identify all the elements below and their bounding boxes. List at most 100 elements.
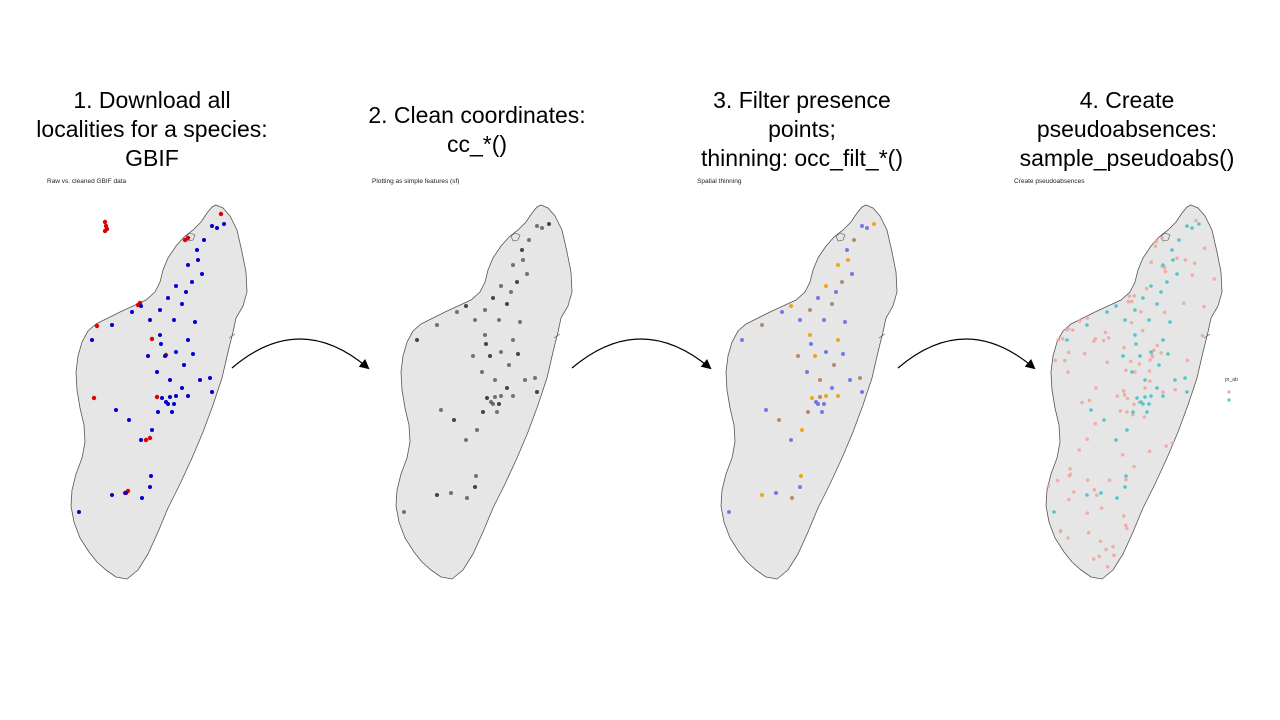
- occurrence-point: [439, 408, 443, 412]
- coast-mark: [228, 333, 236, 339]
- pseudoabsence-point: [1106, 335, 1111, 340]
- occurrence-point: [547, 222, 551, 226]
- thinned-point: [865, 226, 869, 230]
- thinned-point: [832, 363, 836, 367]
- presence-point: [1125, 428, 1129, 432]
- pseudoabsence-point: [1070, 328, 1075, 332]
- pseudoabsence-point: [1130, 299, 1134, 304]
- presence-point: [1183, 376, 1187, 380]
- thinned-point: [818, 378, 822, 382]
- occurrence-point: [533, 376, 537, 380]
- step-3-title: 3. Filter presence points; thinning: occ…: [652, 86, 952, 173]
- island-islet: [835, 232, 846, 242]
- pseudoabsence-point: [1151, 348, 1156, 353]
- pseudoabsence-point: [1085, 437, 1090, 442]
- clean-point: [140, 496, 144, 500]
- presence-point: [1065, 338, 1069, 342]
- raw-point: [218, 211, 224, 217]
- plot-2-caption: Plotting as simple features (sf): [372, 178, 460, 185]
- pseudoabsence-point: [1139, 310, 1143, 314]
- thinned-point: [820, 410, 824, 414]
- clean-point: [146, 354, 150, 358]
- occurrence-point: [499, 350, 503, 354]
- presence-point: [1133, 333, 1137, 337]
- clean-point: [198, 378, 202, 382]
- pseudoabsence-point: [1101, 338, 1106, 343]
- pseudoabsence-point: [1055, 478, 1060, 483]
- clean-point: [186, 394, 190, 398]
- occurrence-point: [520, 248, 524, 252]
- clean-point: [158, 308, 162, 312]
- pseudoabsence-point: [1085, 511, 1090, 515]
- pseudoabsence-point: [1155, 343, 1160, 348]
- title-line: 3. Filter presence: [713, 87, 891, 113]
- clean-point: [222, 222, 226, 226]
- clean-point: [156, 410, 160, 414]
- thinned-point: [834, 290, 838, 294]
- occurrence-point: [474, 474, 478, 478]
- title-line: sample_pseudoabs(): [1019, 145, 1235, 171]
- clean-point: [186, 263, 190, 267]
- occurrence-point: [516, 352, 520, 356]
- raw-point: [102, 219, 108, 225]
- occurrence-point: [495, 410, 499, 414]
- pseudoabsence-point: [1132, 402, 1136, 407]
- raw-point: [147, 435, 153, 441]
- clean-point: [174, 350, 178, 354]
- occurrence-point: [464, 304, 468, 308]
- presence-point: [1133, 308, 1137, 312]
- occurrence-point: [452, 418, 456, 422]
- clean-point: [215, 226, 219, 230]
- thinned-point: [774, 491, 778, 495]
- occurrence-point: [527, 238, 531, 242]
- pseudoabsence-point: [1202, 304, 1206, 309]
- thinned-point: [760, 493, 764, 497]
- clean-point: [191, 352, 195, 356]
- pseudoabsence-point: [1046, 484, 1051, 488]
- title-line: localities for a species:: [36, 116, 268, 142]
- presence-point: [1139, 400, 1143, 404]
- thinned-point: [727, 510, 731, 514]
- pseudoabsence-point: [1111, 544, 1115, 549]
- occurrence-point: [483, 333, 487, 337]
- occurrence-point: [525, 272, 529, 276]
- pseudoabsence-point: [1103, 330, 1108, 335]
- pseudoabsence-point: [1123, 523, 1128, 528]
- pseudoabsence-point: [1129, 320, 1134, 325]
- occurrence-point: [471, 354, 475, 358]
- plot-1-caption: Raw vs. cleaned GBIF data: [47, 178, 127, 185]
- presence-point: [1099, 491, 1103, 495]
- presence-point: [1121, 354, 1125, 358]
- thinned-point: [858, 376, 862, 380]
- pseudoabsence-point: [1173, 387, 1177, 392]
- island-islet: [510, 232, 521, 242]
- presence-point: [1147, 402, 1151, 406]
- thinned-point: [760, 323, 764, 327]
- pseudoabsence-point: [1066, 350, 1071, 355]
- map-panel-3: [720, 204, 898, 580]
- map-panel-2: [395, 204, 573, 580]
- presence-point: [1149, 284, 1153, 288]
- presence-point: [1155, 302, 1159, 306]
- pseudoabsence-point: [1087, 398, 1092, 403]
- occurrence-point: [435, 323, 439, 327]
- raw-point: [154, 394, 160, 400]
- legend-marks: [1227, 390, 1231, 402]
- clean-point: [158, 333, 162, 337]
- pseudoabsence-point: [1202, 246, 1207, 251]
- pseudoabsence-point: [1200, 333, 1205, 338]
- thinned-point: [830, 302, 834, 306]
- clean-point: [166, 296, 170, 300]
- pseudoabsence-point: [1098, 539, 1103, 544]
- occurrence-point: [449, 491, 453, 495]
- clean-point: [202, 238, 206, 242]
- pseudoabsence-point: [1105, 360, 1110, 365]
- thinned-point: [860, 224, 864, 228]
- thinned-point: [822, 318, 826, 322]
- thinned-point: [808, 333, 812, 337]
- pseudoabsence-point: [1066, 370, 1070, 374]
- map-panel-1: [70, 204, 248, 580]
- presence-point: [1157, 363, 1161, 367]
- presence-point: [1161, 338, 1165, 342]
- occurrence-point: [488, 354, 492, 358]
